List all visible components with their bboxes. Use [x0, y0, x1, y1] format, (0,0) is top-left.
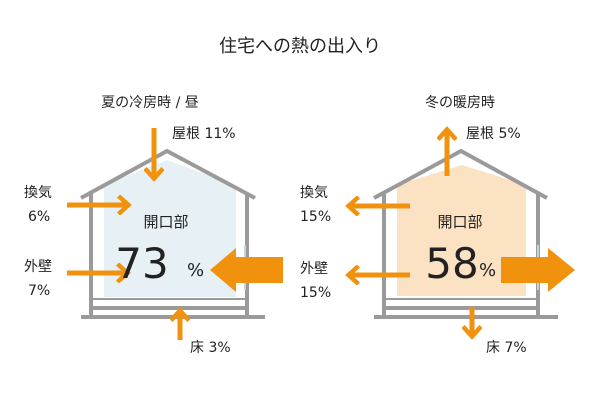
winter-interior-fill	[397, 165, 526, 296]
winter-vent-label: 換気	[300, 185, 328, 201]
winter-wall-value: 15%	[300, 285, 331, 301]
summer-roof-label: 屋根 11%	[172, 126, 236, 142]
winter-house-frame	[373, 148, 558, 319]
summer-opening-arrow	[210, 248, 283, 292]
summer-arrows	[67, 128, 180, 340]
summer-opening-value: 73	[115, 239, 168, 288]
summer-heading: 夏の冷房時 / 昼	[101, 95, 199, 111]
summer-wall-value: 7%	[28, 283, 50, 299]
winter-floor-label: 床 7%	[486, 340, 527, 356]
winter-wall-label: 外壁	[300, 261, 328, 277]
summer-opening-label: 開口部	[143, 213, 188, 231]
summer-opening-unit: %	[187, 260, 204, 281]
summer-house: 夏の冷房時 / 昼 屋根 11% 換気 6% 外壁 7% 開口部 73 % 床 …	[24, 95, 283, 356]
winter-opening-value: 58	[425, 239, 478, 288]
winter-roof-label: 屋根 5%	[466, 126, 521, 142]
winter-vent-value: 15%	[300, 209, 331, 225]
winter-opening-unit: %	[479, 260, 496, 281]
summer-vent-label: 換気	[24, 185, 52, 201]
winter-arrows	[349, 130, 472, 336]
summer-floor-label: 床 3%	[190, 340, 231, 356]
winter-opening-arrow	[501, 248, 575, 292]
summer-vent-value: 6%	[28, 209, 50, 225]
winter-heading: 冬の暖房時	[425, 95, 495, 111]
summer-wall-label: 外壁	[24, 259, 52, 275]
winter-opening-label: 開口部	[437, 213, 482, 231]
diagram-title: 住宅への熱の出入り	[219, 36, 381, 57]
winter-house: 冬の暖房時 屋根 5% 換気 15% 外壁 15% 開口部 58 % 床 7%	[300, 95, 575, 356]
summer-interior-fill	[104, 160, 236, 297]
